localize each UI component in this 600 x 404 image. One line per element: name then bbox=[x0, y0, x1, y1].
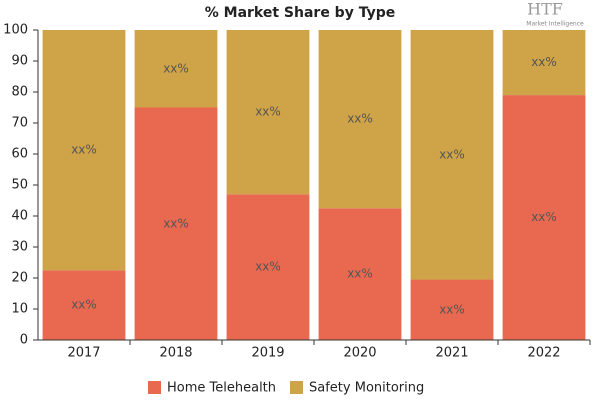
data-label: xx% bbox=[71, 298, 97, 312]
legend-swatch bbox=[290, 381, 304, 394]
bar-segment bbox=[410, 30, 494, 280]
data-label: xx% bbox=[163, 216, 189, 230]
data-label: xx% bbox=[163, 61, 189, 75]
y-tick-label: 100 bbox=[3, 23, 28, 38]
y-tick-label: 50 bbox=[11, 178, 28, 193]
y-tick-label: 20 bbox=[11, 271, 28, 286]
bar-segment bbox=[134, 107, 218, 340]
bar-segment bbox=[134, 30, 218, 108]
y-tick-label: 10 bbox=[11, 302, 28, 317]
bar-segment bbox=[502, 30, 586, 96]
data-label: xx% bbox=[71, 143, 97, 157]
data-label: xx% bbox=[439, 147, 465, 161]
bar-segment bbox=[318, 30, 402, 209]
bar-segment bbox=[42, 270, 126, 340]
y-tick-label: 40 bbox=[11, 209, 28, 224]
x-tick-label: 2022 bbox=[527, 346, 560, 361]
data-label: xx% bbox=[255, 260, 281, 274]
legend-label: Safety Monitoring bbox=[309, 381, 424, 396]
y-tick-label: 80 bbox=[11, 85, 28, 100]
data-label: xx% bbox=[439, 302, 465, 316]
x-tick-label: 2017 bbox=[67, 346, 100, 361]
x-tick-label: 2019 bbox=[251, 346, 284, 361]
y-tick-label: 90 bbox=[11, 54, 28, 69]
x-tick-label: 2021 bbox=[435, 346, 468, 361]
bar-segment bbox=[318, 208, 402, 340]
bar-segment bbox=[410, 279, 494, 340]
bar-segment bbox=[502, 95, 586, 340]
x-tick-label: 2020 bbox=[343, 346, 376, 361]
legend-label: Home Telehealth bbox=[167, 381, 276, 396]
logo-text: HTF bbox=[527, 0, 563, 19]
legend-swatch bbox=[148, 381, 161, 394]
data-label: xx% bbox=[255, 105, 281, 119]
y-tick-label: 0 bbox=[20, 333, 28, 348]
chart-title: % Market Share by Type bbox=[205, 5, 396, 21]
data-label: xx% bbox=[531, 55, 557, 69]
y-tick-label: 30 bbox=[11, 240, 28, 255]
logo-subtext: Market Intelligence bbox=[526, 21, 584, 28]
data-label: xx% bbox=[347, 267, 373, 281]
x-tick-label: 2018 bbox=[159, 346, 192, 361]
y-tick-label: 60 bbox=[11, 147, 28, 162]
bar-segment bbox=[42, 30, 126, 271]
data-label: xx% bbox=[531, 210, 557, 224]
bar-segment bbox=[226, 194, 310, 340]
data-label: xx% bbox=[347, 112, 373, 126]
bar-segment bbox=[226, 30, 310, 195]
y-tick-label: 70 bbox=[11, 116, 28, 131]
